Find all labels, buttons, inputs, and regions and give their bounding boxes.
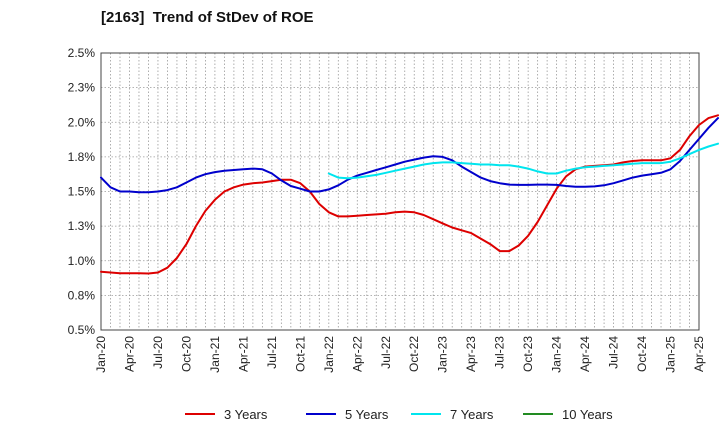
x-tick-label: Jul-22 xyxy=(379,336,393,369)
y-tick-label: 2.5% xyxy=(68,46,96,60)
series-line-7-years xyxy=(327,142,719,180)
x-tick-label: Jan-20 xyxy=(94,336,108,373)
y-tick-label: 2.3% xyxy=(68,81,96,95)
y-tick-label: 1.3% xyxy=(68,219,96,233)
x-tick-label: Oct-21 xyxy=(293,336,307,372)
x-tick-label: Apr-24 xyxy=(578,336,592,372)
x-tick-label: Apr-23 xyxy=(464,336,478,372)
y-tick-label: 1.5% xyxy=(68,185,96,199)
x-tick-label: Jul-24 xyxy=(607,336,621,369)
x-tick-label: Jan-22 xyxy=(322,336,336,373)
x-tick-label: Oct-20 xyxy=(179,336,193,372)
series-line-5-years xyxy=(100,117,719,194)
chart-title: [2163] Trend of StDev of ROE xyxy=(101,9,314,26)
legend-label: 5 Years xyxy=(345,407,389,422)
legend-label: 7 Years xyxy=(450,407,494,422)
x-tick-label: Jul-23 xyxy=(493,336,507,369)
legend-label: 3 Years xyxy=(224,407,268,422)
x-tick-label: Jan-25 xyxy=(664,336,678,373)
x-tick-label: Apr-20 xyxy=(122,336,136,372)
x-tick-label: Apr-25 xyxy=(692,336,706,372)
y-tick-label: 0.5% xyxy=(68,323,96,337)
x-tick-label: Jul-20 xyxy=(151,336,165,369)
x-tick-label: Jan-21 xyxy=(208,336,222,373)
x-tick-label: Jan-23 xyxy=(436,336,450,373)
plot-frame xyxy=(100,52,700,331)
x-tick-label: Jan-24 xyxy=(550,336,564,373)
legend-label: 10 Years xyxy=(562,407,613,422)
x-tick-label: Oct-24 xyxy=(635,336,649,372)
x-tick-label: Apr-22 xyxy=(350,336,364,372)
x-tick-label: Jul-21 xyxy=(265,336,279,369)
x-tick-label: Apr-21 xyxy=(236,336,250,372)
y-tick-label: 1.0% xyxy=(68,254,96,268)
y-tick-label: 0.8% xyxy=(68,288,96,302)
x-tick-label: Oct-22 xyxy=(407,336,421,372)
x-tick-label: Oct-23 xyxy=(521,336,535,372)
y-tick-label: 2.0% xyxy=(68,115,96,129)
y-tick-label: 1.8% xyxy=(68,150,96,164)
